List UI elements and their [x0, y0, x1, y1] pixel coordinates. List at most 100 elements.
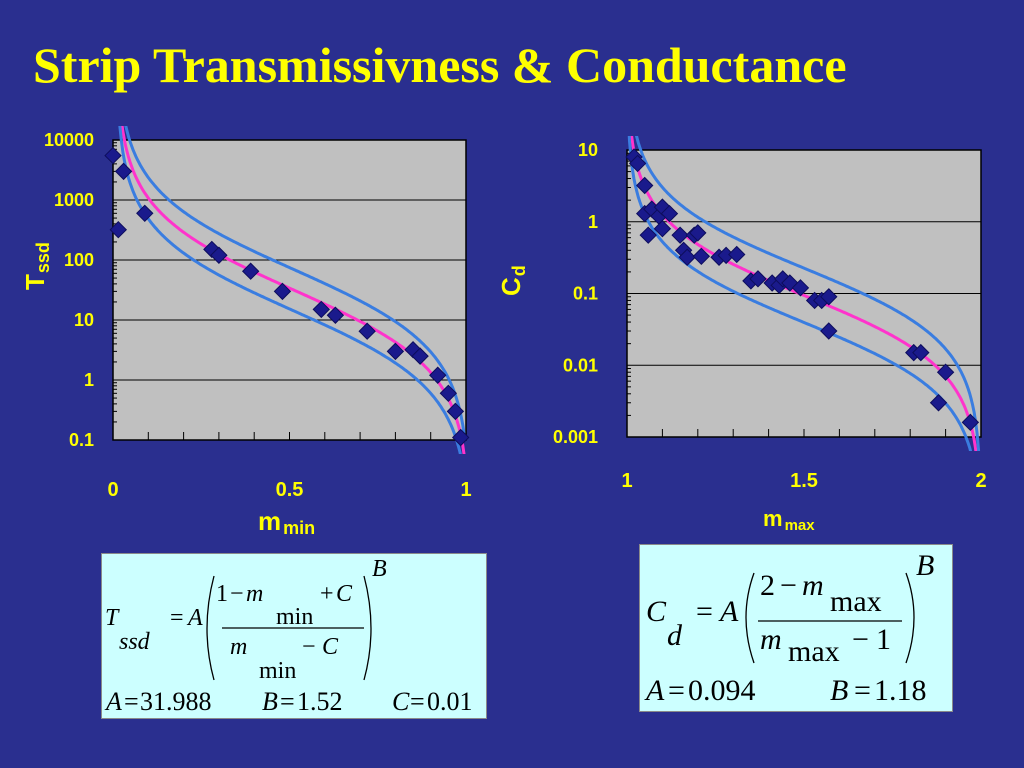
param-value: 31.988 — [140, 687, 212, 716]
eq-num-minus: − — [780, 569, 797, 602]
data-point — [136, 204, 154, 223]
eq-den-minus: − — [302, 634, 316, 660]
y-axis-label: Cd — [496, 265, 529, 296]
param-value: 1.18 — [874, 674, 927, 707]
eq-num-c: C — [336, 581, 353, 607]
eq-den-m: m — [230, 634, 247, 660]
y-tick-label: 0.01 — [563, 355, 598, 375]
data-point — [635, 176, 654, 195]
data-point — [791, 279, 810, 297]
eq-den-m: m — [760, 623, 782, 656]
eq-num-one: 1 — [216, 581, 228, 607]
data-point — [628, 154, 647, 173]
right-paren — [363, 575, 372, 681]
eq-den-c: C — [322, 634, 339, 660]
bound-curve — [634, 136, 981, 451]
eq-coef: A — [718, 595, 739, 628]
eq-num-two: 2 — [760, 569, 775, 602]
eq-den-sub: max — [788, 635, 840, 668]
y-axis-label: Tssd — [20, 242, 53, 290]
y-tick-label: 1000 — [54, 190, 94, 210]
x-axis-label: m max — [763, 506, 815, 534]
eq-num-minus: − — [230, 581, 244, 607]
data-point — [678, 248, 696, 266]
data-point — [639, 226, 657, 244]
param-eq: = — [124, 687, 139, 716]
data-point — [820, 322, 838, 340]
eq-coef: A — [186, 605, 203, 631]
eq-lhs-sub: d — [667, 619, 683, 652]
y-tick-label: 0.1 — [573, 284, 598, 304]
param-value: 1.52 — [297, 687, 343, 716]
eq-lhs-main: C — [646, 595, 667, 628]
data-point — [429, 366, 447, 384]
data-point — [358, 322, 376, 340]
data-point — [689, 224, 707, 242]
data-point — [114, 162, 133, 181]
data-point — [929, 394, 948, 412]
y-tick-label: 100 — [64, 250, 94, 270]
data-point — [749, 270, 767, 288]
data-point — [104, 146, 122, 165]
x-tick-label: 1 — [460, 479, 471, 501]
param-name: A — [644, 674, 665, 707]
eq-num-sub: min — [276, 604, 313, 630]
eq-power: B — [916, 549, 934, 582]
data-point — [451, 428, 470, 447]
right-paren — [905, 572, 915, 664]
left-chart: 0.1 1 10 100 1000 10000 0 0.5 1 m min Tssd — [20, 126, 472, 538]
data-point — [728, 245, 746, 264]
y-tick-label: 0.001 — [553, 427, 598, 447]
param-value: 0.01 — [427, 687, 473, 716]
y-axis-label-sub: d — [509, 265, 529, 276]
bound-curve — [124, 126, 466, 436]
data-point — [820, 288, 838, 306]
data-point — [936, 363, 955, 381]
x-axis-label-main: m — [258, 506, 281, 536]
param-eq: = — [668, 674, 685, 707]
eq-equals: = — [696, 595, 713, 628]
eq-num-sub: max — [830, 585, 882, 618]
data-point — [692, 247, 711, 266]
y-tick-label: 10000 — [44, 130, 94, 150]
y-axis-label-sub: ssd — [33, 242, 53, 273]
slide-title: Strip Transmissivness & Conductance — [33, 37, 847, 93]
data-point — [411, 347, 429, 365]
bound-curve — [118, 126, 462, 454]
y-tick-label: 0.1 — [69, 430, 94, 450]
left-paren — [745, 572, 755, 664]
y-axis-label-main: C — [496, 277, 526, 296]
data-point — [273, 282, 292, 301]
eq-equals: = — [170, 605, 184, 631]
x-tick-label: 0 — [107, 479, 118, 501]
x-axis-label-sub: max — [785, 517, 816, 534]
eq-num-m: m — [246, 581, 263, 607]
x-axis-label: m min — [258, 506, 315, 538]
eq-num-plus: + — [320, 581, 334, 607]
data-point — [671, 226, 689, 244]
data-point — [653, 219, 672, 238]
y-tick-label: 10 — [578, 140, 598, 160]
eq-den-minus: − — [852, 623, 869, 656]
data-point — [961, 413, 980, 432]
data-point — [109, 220, 128, 239]
x-tick-label: 0.5 — [276, 479, 304, 501]
left-paren — [206, 575, 215, 681]
eq-den-sub: min — [259, 658, 296, 684]
eq-lhs-main: T — [105, 605, 120, 631]
x-axis-label-main: m — [763, 506, 783, 531]
param-name: B — [830, 674, 848, 707]
x-tick-label: 2 — [975, 470, 986, 492]
eq-num-m: m — [802, 569, 824, 602]
param-name: B — [262, 687, 278, 716]
data-point — [912, 343, 930, 362]
x-axis-label-sub: min — [283, 518, 315, 538]
param-eq: = — [854, 674, 871, 707]
y-axis-label-main: T — [20, 274, 50, 290]
data-point — [386, 342, 405, 361]
param-eq: = — [410, 687, 425, 716]
data-point — [326, 306, 345, 324]
data-point — [446, 402, 465, 421]
param-name: A — [104, 687, 122, 716]
